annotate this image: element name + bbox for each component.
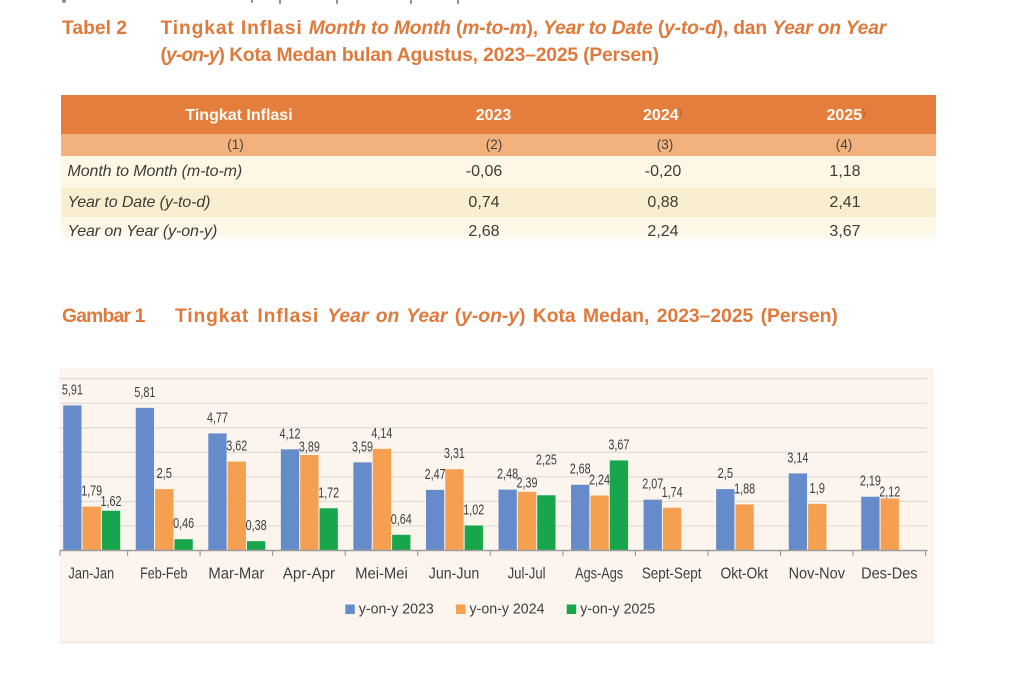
svg-text:Ags-Ags: Ags-Ags xyxy=(575,566,623,583)
svg-text:2,07: 2,07 xyxy=(642,477,663,493)
svg-text:5,81: 5,81 xyxy=(134,385,155,401)
svg-text:2,12: 2,12 xyxy=(879,484,900,500)
svg-text:3,31: 3,31 xyxy=(444,446,465,462)
svg-text:1,74: 1,74 xyxy=(662,485,683,501)
svg-text:2,47: 2,47 xyxy=(425,467,446,483)
svg-text:5,91: 5,91 xyxy=(62,382,83,398)
svg-text:0,38: 0,38 xyxy=(246,518,267,534)
svg-text:3,62: 3,62 xyxy=(226,439,247,455)
svg-text:2,5: 2,5 xyxy=(718,466,734,482)
svg-text:Sept-Sept: Sept-Sept xyxy=(642,566,702,583)
svg-text:3,14: 3,14 xyxy=(787,450,808,466)
svg-text:y-on-y 2025: y-on-y 2025 xyxy=(580,601,655,618)
svg-text:1,62: 1,62 xyxy=(101,494,122,510)
svg-text:4,77: 4,77 xyxy=(207,410,228,426)
svg-text:Feb-Feb: Feb-Feb xyxy=(140,566,187,583)
svg-text:3,59: 3,59 xyxy=(352,439,373,455)
svg-text:2,5: 2,5 xyxy=(156,466,172,482)
svg-text:3,67: 3,67 xyxy=(608,437,629,453)
svg-text:4,12: 4,12 xyxy=(280,426,301,442)
svg-text:1,72: 1,72 xyxy=(318,485,339,501)
svg-text:1,88: 1,88 xyxy=(734,481,755,497)
svg-text:y-on-y 2023: y-on-y 2023 xyxy=(359,601,434,618)
svg-text:2,19: 2,19 xyxy=(860,474,881,490)
svg-text:2,68: 2,68 xyxy=(570,462,591,478)
svg-text:2,24: 2,24 xyxy=(589,473,610,489)
svg-text:0,46: 0,46 xyxy=(173,516,194,532)
svg-text:2,25: 2,25 xyxy=(536,452,557,468)
svg-text:0,64: 0,64 xyxy=(391,512,412,528)
svg-text:y-on-y 2024: y-on-y 2024 xyxy=(470,601,545,618)
svg-text:Mar-Mar: Mar-Mar xyxy=(208,566,265,583)
svg-text:3,89: 3,89 xyxy=(299,440,320,456)
svg-text:Jul-Jul: Jul-Jul xyxy=(508,566,546,583)
svg-text:Apr-Apr: Apr-Apr xyxy=(283,566,336,583)
svg-text:Jun-Jun: Jun-Jun xyxy=(429,566,480,583)
svg-text:4,14: 4,14 xyxy=(371,426,392,442)
svg-text:2,48: 2,48 xyxy=(497,467,518,483)
svg-text:1,02: 1,02 xyxy=(463,502,484,518)
svg-text:Nov-Nov: Nov-Nov xyxy=(789,566,845,583)
svg-text:2,39: 2,39 xyxy=(517,475,538,491)
svg-text:1,9: 1,9 xyxy=(809,481,825,497)
svg-text:Mei-Mei: Mei-Mei xyxy=(355,566,408,583)
svg-text:Jan-Jan: Jan-Jan xyxy=(68,566,114,583)
svg-text:1,79: 1,79 xyxy=(81,484,102,500)
svg-text:Des-Des: Des-Des xyxy=(861,566,917,583)
svg-text:Okt-Okt: Okt-Okt xyxy=(721,566,769,583)
